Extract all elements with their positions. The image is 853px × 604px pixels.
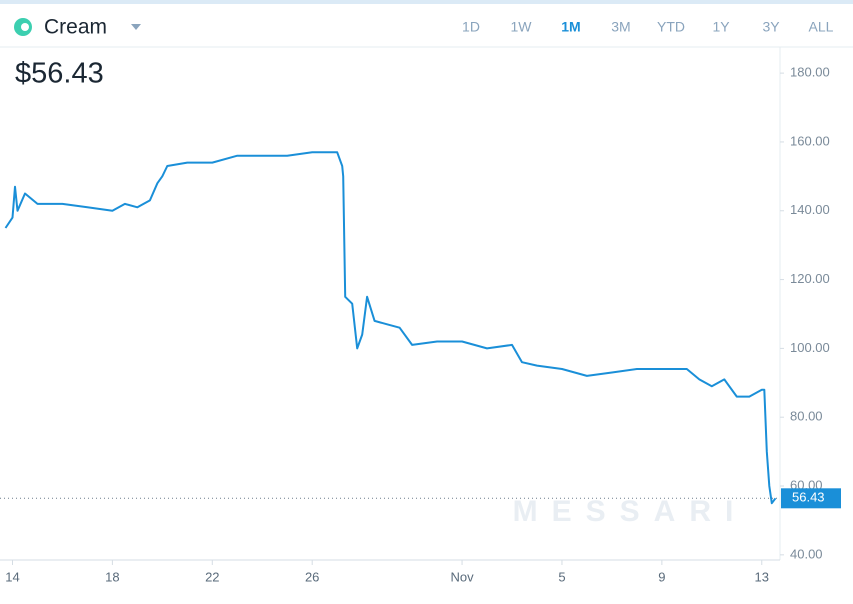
y-tick-label: 180.00 [790,65,830,80]
range-button[interactable]: 3Y [762,19,780,35]
range-button[interactable]: 3M [611,19,630,35]
y-tick-label: 80.00 [790,409,823,424]
asset-title[interactable]: Cream [44,16,107,39]
y-tick-label: 40.00 [790,546,823,561]
x-tick-label: 26 [305,569,319,584]
coin-icon-inner [21,23,29,31]
x-tick-label: Nov [450,569,474,584]
range-button[interactable]: 1M [561,19,580,35]
range-button[interactable]: 1W [511,19,533,35]
x-tick-label: 13 [755,569,769,584]
dropdown-caret[interactable] [131,24,141,30]
price-line [4,151,777,505]
watermark: MESSARI [513,495,748,528]
top-strip [0,0,853,4]
range-button[interactable]: 1Y [712,19,730,35]
x-tick-label: 22 [205,569,219,584]
x-tick-label: 18 [105,569,119,584]
y-tick-label: 140.00 [790,202,830,217]
last-price-tag [781,488,841,509]
range-button[interactable]: 1D [462,19,480,35]
y-tick-label: 160.00 [790,133,830,148]
y-tick-label: 120.00 [790,271,830,286]
last-price-label: 56.43 [792,490,825,505]
x-tick-label: 5 [558,569,565,584]
range-button[interactable]: YTD [657,19,685,35]
range-button[interactable]: ALL [809,19,834,35]
x-tick-label: 9 [658,569,665,584]
current-price: $56.43 [15,58,104,90]
y-tick-label: 100.00 [790,340,830,355]
x-tick-label: 14 [5,569,19,584]
